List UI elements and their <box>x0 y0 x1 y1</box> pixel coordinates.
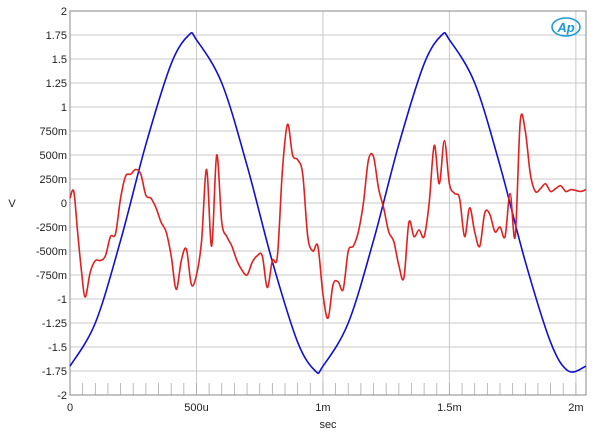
y-tick-label: -1.75 <box>42 366 67 378</box>
y-tick-label: -1.25 <box>42 318 67 330</box>
x-axis-label: sec <box>319 419 337 431</box>
y-tick-label: 2 <box>61 6 67 18</box>
y-tick-labels: 2 1.75 1.5 1.25 1 750m 500m 250m 0 -250m -500m -750… <box>36 6 67 402</box>
y-tick-label: -1.5 <box>48 342 67 354</box>
ap-logo: Ap <box>551 17 581 37</box>
x-tick-label: 1.5m <box>437 402 461 414</box>
x-tick-labels: 0 500u 1m 1.5m 2m <box>67 402 584 414</box>
y-tick-label: 1.75 <box>46 30 67 42</box>
y-tick-label: -750m <box>36 270 67 282</box>
y-tick-label: 0 <box>61 198 67 210</box>
y-axis-label: V <box>8 198 16 210</box>
y-tick-label: 500m <box>39 150 67 162</box>
series-line-1 <box>69 31 587 375</box>
ap-logo-text: Ap <box>556 20 574 35</box>
series-group <box>69 31 587 375</box>
y-tick-label: -500m <box>36 246 67 258</box>
y-tick-label: 1.5 <box>52 54 67 66</box>
y-tick-label: 1.25 <box>46 78 67 90</box>
plot-frame <box>69 10 587 396</box>
y-tick-label: -1 <box>57 294 67 306</box>
x-tick-label: 500u <box>184 402 208 414</box>
y-tick-label: 1 <box>61 102 67 114</box>
minor-ticks <box>82 383 577 395</box>
x-tick-label: 0 <box>67 402 73 414</box>
ap-logo-ring <box>551 17 581 37</box>
x-tick-label: 1m <box>315 402 330 414</box>
y-tick-label: -250m <box>36 222 67 234</box>
series-line-2 <box>69 113 587 320</box>
y-tick-label: -2 <box>57 390 67 402</box>
x-tick-label: 2m <box>568 402 583 414</box>
y-tick-label: 250m <box>39 174 67 186</box>
y-tick-label: 750m <box>39 126 67 138</box>
